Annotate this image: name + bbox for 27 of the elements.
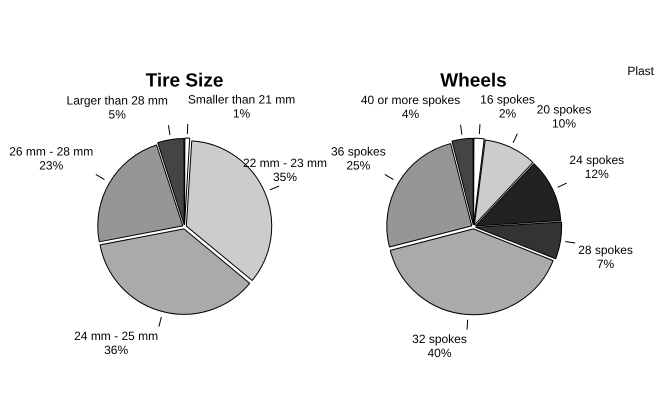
slice-label: 24 mm - 25 mm (74, 328, 158, 343)
data-label: 40% (427, 346, 452, 360)
slice-label: 20 spokes (536, 102, 592, 116)
data-label: 1% (232, 106, 251, 120)
slice-label: 16 spokes (480, 92, 535, 106)
slice-label: Larger than 28 mm (66, 94, 168, 108)
data-label: 5% (108, 108, 126, 122)
slice-label: 22 mm - 23 mm (242, 156, 327, 170)
slice-label: 28 spokes (578, 242, 633, 257)
data-label: 23% (39, 158, 64, 172)
data-label: 12% (584, 167, 610, 182)
data-label: 7% (596, 256, 615, 271)
data-label: 35% (272, 170, 298, 184)
text: Plast (627, 64, 654, 78)
slice-label: Smaller than 21 mm (188, 92, 296, 106)
data-label: 36% (104, 342, 128, 357)
slice-label: 40 or more spokes (360, 93, 460, 108)
slice-label: 36 spokes (331, 144, 386, 158)
chart-title: Wheels (440, 70, 507, 92)
data-label: 4% (402, 107, 420, 122)
data-label: 10% (552, 116, 576, 130)
data-label: 25% (346, 158, 371, 172)
data-label: 2% (498, 106, 517, 120)
slice-label: 26 mm - 28 mm (9, 144, 94, 158)
slice-label: 32 spokes (412, 332, 467, 346)
chart-title: Tire Size (146, 70, 224, 92)
slice-label: 24 spokes (569, 153, 624, 168)
